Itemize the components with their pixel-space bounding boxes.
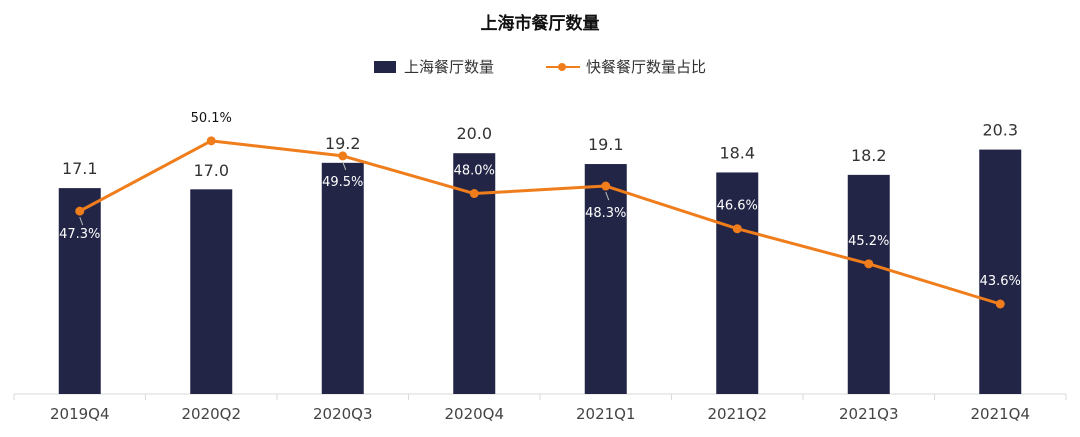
x-tick-label: 2020Q4: [444, 405, 504, 423]
legend-line-swatch: [546, 61, 580, 73]
line-marker: [601, 181, 611, 191]
line-value-label: 48.3%: [585, 206, 626, 221]
line-series: [79, 139, 1001, 306]
legend-bar-swatch: [373, 60, 396, 73]
bar-value-label: 19.1: [588, 135, 624, 154]
x-tick-label: 2021Q4: [970, 405, 1030, 423]
legend-item-bar[interactable]: 上海餐厅数量: [373, 56, 494, 77]
bar-value-label: 17.1: [62, 159, 98, 178]
label-leader: [342, 161, 347, 171]
legend-line-label: 快餐餐厅数量占比: [586, 58, 707, 76]
line-value-label: 47.3%: [59, 227, 100, 242]
bar: [321, 162, 364, 394]
x-tick-label: 2021Q2: [707, 405, 767, 423]
label-leader: [605, 191, 610, 201]
bar-value-label: 20.0: [456, 124, 492, 143]
bar: [58, 188, 101, 394]
x-tick-label: 2021Q1: [576, 405, 636, 423]
bar: [190, 189, 233, 394]
bar-value-label: 18.4: [719, 143, 755, 162]
line-marker: [864, 259, 874, 269]
line-value-label: 48.0%: [454, 164, 495, 179]
line-value-label: 46.6%: [717, 199, 758, 214]
chart-title: 上海市餐厅数量: [480, 14, 600, 34]
bar-value-label: 17.0: [193, 161, 229, 180]
line-value-label: 50.1%: [191, 111, 232, 126]
line-marker: [206, 136, 216, 146]
bar: [979, 149, 1022, 394]
x-tick-label: 2021Q3: [839, 405, 899, 423]
bar: [584, 164, 627, 394]
legend-item-line[interactable]: 快餐餐厅数量占比: [546, 56, 706, 77]
bar-value-label: 20.3: [982, 121, 1018, 140]
bar: [716, 172, 759, 394]
legend: 上海餐厅数量 快餐餐厅数量占比: [0, 56, 1080, 77]
line-value-label: 43.6%: [980, 274, 1021, 289]
line-marker: [469, 189, 479, 199]
line-marker: [75, 206, 85, 216]
line-value-label: 45.2%: [848, 234, 889, 249]
bar: [847, 174, 890, 394]
line-marker: [995, 299, 1005, 309]
x-tick-label: 2019Q4: [50, 405, 110, 423]
line-marker: [732, 224, 742, 234]
bar-value-label: 18.2: [851, 146, 887, 165]
x-tick-label: 2020Q2: [181, 405, 241, 423]
label-leader: [79, 216, 84, 226]
x-tick-label: 2020Q3: [313, 405, 373, 423]
line-value-label: 49.5%: [322, 175, 363, 190]
legend-bar-label: 上海餐厅数量: [403, 58, 494, 76]
line-marker: [338, 151, 348, 161]
bar-value-label: 19.2: [325, 134, 361, 153]
